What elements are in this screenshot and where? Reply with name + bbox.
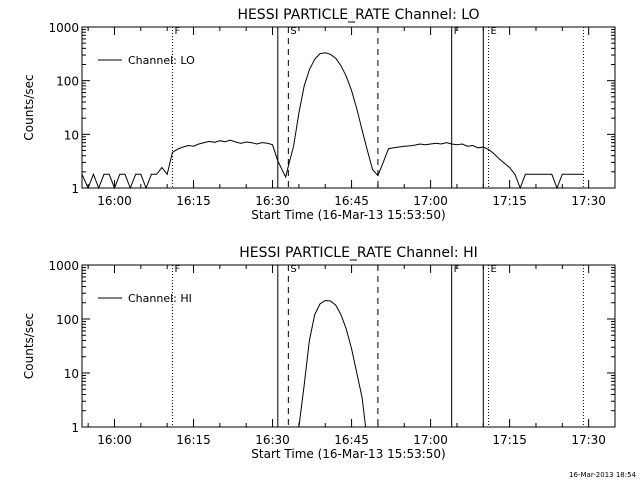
x-tick-label: 16:45	[334, 433, 369, 447]
series-line-1	[298, 299, 367, 428]
x-axis-label: Start Time (16-Mar-13 15:53:50)	[251, 447, 445, 461]
y-tick-label: 100	[56, 313, 79, 327]
marker-label-f: F	[174, 26, 180, 37]
x-tick-label: 17:00	[413, 433, 448, 447]
x-tick-label: 16:15	[176, 433, 211, 447]
x-tick-label: 16:15	[176, 194, 211, 208]
marker-label-f: F	[454, 264, 460, 275]
legend-label: Channel: LO	[128, 54, 195, 67]
chart-panel-2: HESSI PARTICLE_RATE Channel: HI F S F E 1 10 10…	[22, 245, 616, 461]
x-tick-label: 16:30	[255, 194, 290, 208]
chart-title: HESSI PARTICLE_RATE Channel: LO	[237, 7, 479, 23]
x-tick-label: 17:30	[571, 194, 606, 208]
x-tick-label: 16:30	[255, 433, 290, 447]
marker-label-s: S	[290, 26, 296, 37]
x-tick-label: 17:15	[492, 433, 527, 447]
y-axis-label: Counts/sec	[22, 313, 36, 379]
x-tick-label: 17:15	[492, 194, 527, 208]
marker-label-e: E	[491, 264, 497, 275]
y-tick-label: 10	[64, 367, 79, 381]
marker-label-s: S	[290, 264, 296, 275]
chart-panel-1: HESSI PARTICLE_RATE Channel: LO F S F E 1 10 10…	[22, 7, 616, 222]
plot-frame	[81, 26, 616, 189]
y-tick-label: 1000	[48, 21, 79, 35]
marker-label-e: E	[491, 26, 497, 37]
plot-frame	[81, 264, 616, 428]
y-tick-label: 1	[71, 421, 79, 435]
x-tick-label: 16:00	[97, 433, 132, 447]
x-tick-label: 16:45	[334, 194, 369, 208]
marker-label-f: F	[174, 264, 180, 275]
footer-timestamp: 16-Mar-2013 18:54	[569, 471, 636, 479]
legend-label: Channel: HI	[128, 292, 192, 305]
y-tick-label: 1	[71, 182, 79, 196]
chart-title: HESSI PARTICLE_RATE Channel: HI	[239, 245, 477, 261]
y-axis-label: Counts/sec	[22, 74, 36, 140]
x-tick-label: 16:00	[97, 194, 132, 208]
y-tick-label: 100	[56, 75, 79, 89]
x-axis-label: Start Time (16-Mar-13 15:53:50)	[251, 208, 445, 222]
y-tick-label: 10	[64, 128, 79, 142]
x-tick-label: 17:30	[571, 433, 606, 447]
marker-label-f: F	[454, 26, 460, 37]
y-tick-label: 1000	[48, 259, 79, 273]
series-line-1	[81, 52, 584, 190]
x-tick-label: 17:00	[413, 194, 448, 208]
